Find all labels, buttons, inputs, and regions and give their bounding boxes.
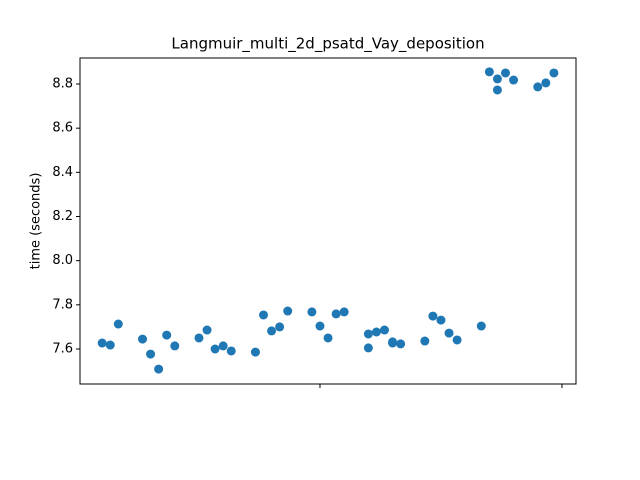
point xyxy=(396,339,406,349)
point xyxy=(388,338,398,348)
point xyxy=(194,333,204,343)
point xyxy=(275,322,285,332)
point xyxy=(492,74,502,84)
point xyxy=(250,347,260,357)
y-tick-label: 8.0 xyxy=(52,253,73,268)
point xyxy=(428,311,438,321)
point xyxy=(549,68,559,78)
point xyxy=(484,67,494,77)
point xyxy=(97,338,107,348)
point xyxy=(492,85,502,95)
point xyxy=(283,306,293,316)
y-tick-label: 8.8 xyxy=(52,77,73,92)
point xyxy=(541,78,551,88)
point xyxy=(452,335,462,345)
y-tick-label: 8.2 xyxy=(52,209,73,224)
point xyxy=(509,75,519,85)
point xyxy=(113,319,123,329)
point xyxy=(315,321,325,331)
point xyxy=(533,82,543,92)
point xyxy=(363,329,373,339)
point xyxy=(162,330,172,340)
point xyxy=(444,328,454,338)
y-tick-label: 8.6 xyxy=(52,121,73,136)
plot-frame xyxy=(79,57,577,385)
point xyxy=(476,321,486,331)
y-tick-label: 7.6 xyxy=(52,341,73,356)
point xyxy=(218,341,228,351)
point xyxy=(420,336,430,346)
y-tick-label: 8.4 xyxy=(52,165,73,180)
point xyxy=(259,310,269,320)
point xyxy=(501,68,511,78)
point xyxy=(307,307,317,317)
point xyxy=(339,307,349,317)
point xyxy=(371,327,381,337)
y-tick-label: 7.8 xyxy=(52,297,73,312)
chart-title: Langmuir_multi_2d_psatd_Vay_deposition xyxy=(171,35,484,54)
point xyxy=(154,364,164,374)
y-axis-label: time (seconds) xyxy=(29,173,44,270)
point xyxy=(267,326,277,336)
point xyxy=(170,341,180,351)
point xyxy=(436,315,446,325)
point xyxy=(331,309,341,319)
point xyxy=(202,325,212,335)
point xyxy=(226,346,236,356)
point xyxy=(363,343,373,353)
point xyxy=(210,344,220,354)
point xyxy=(380,325,390,335)
point xyxy=(105,340,115,350)
point xyxy=(138,334,148,344)
point xyxy=(146,349,156,359)
point xyxy=(323,333,333,343)
